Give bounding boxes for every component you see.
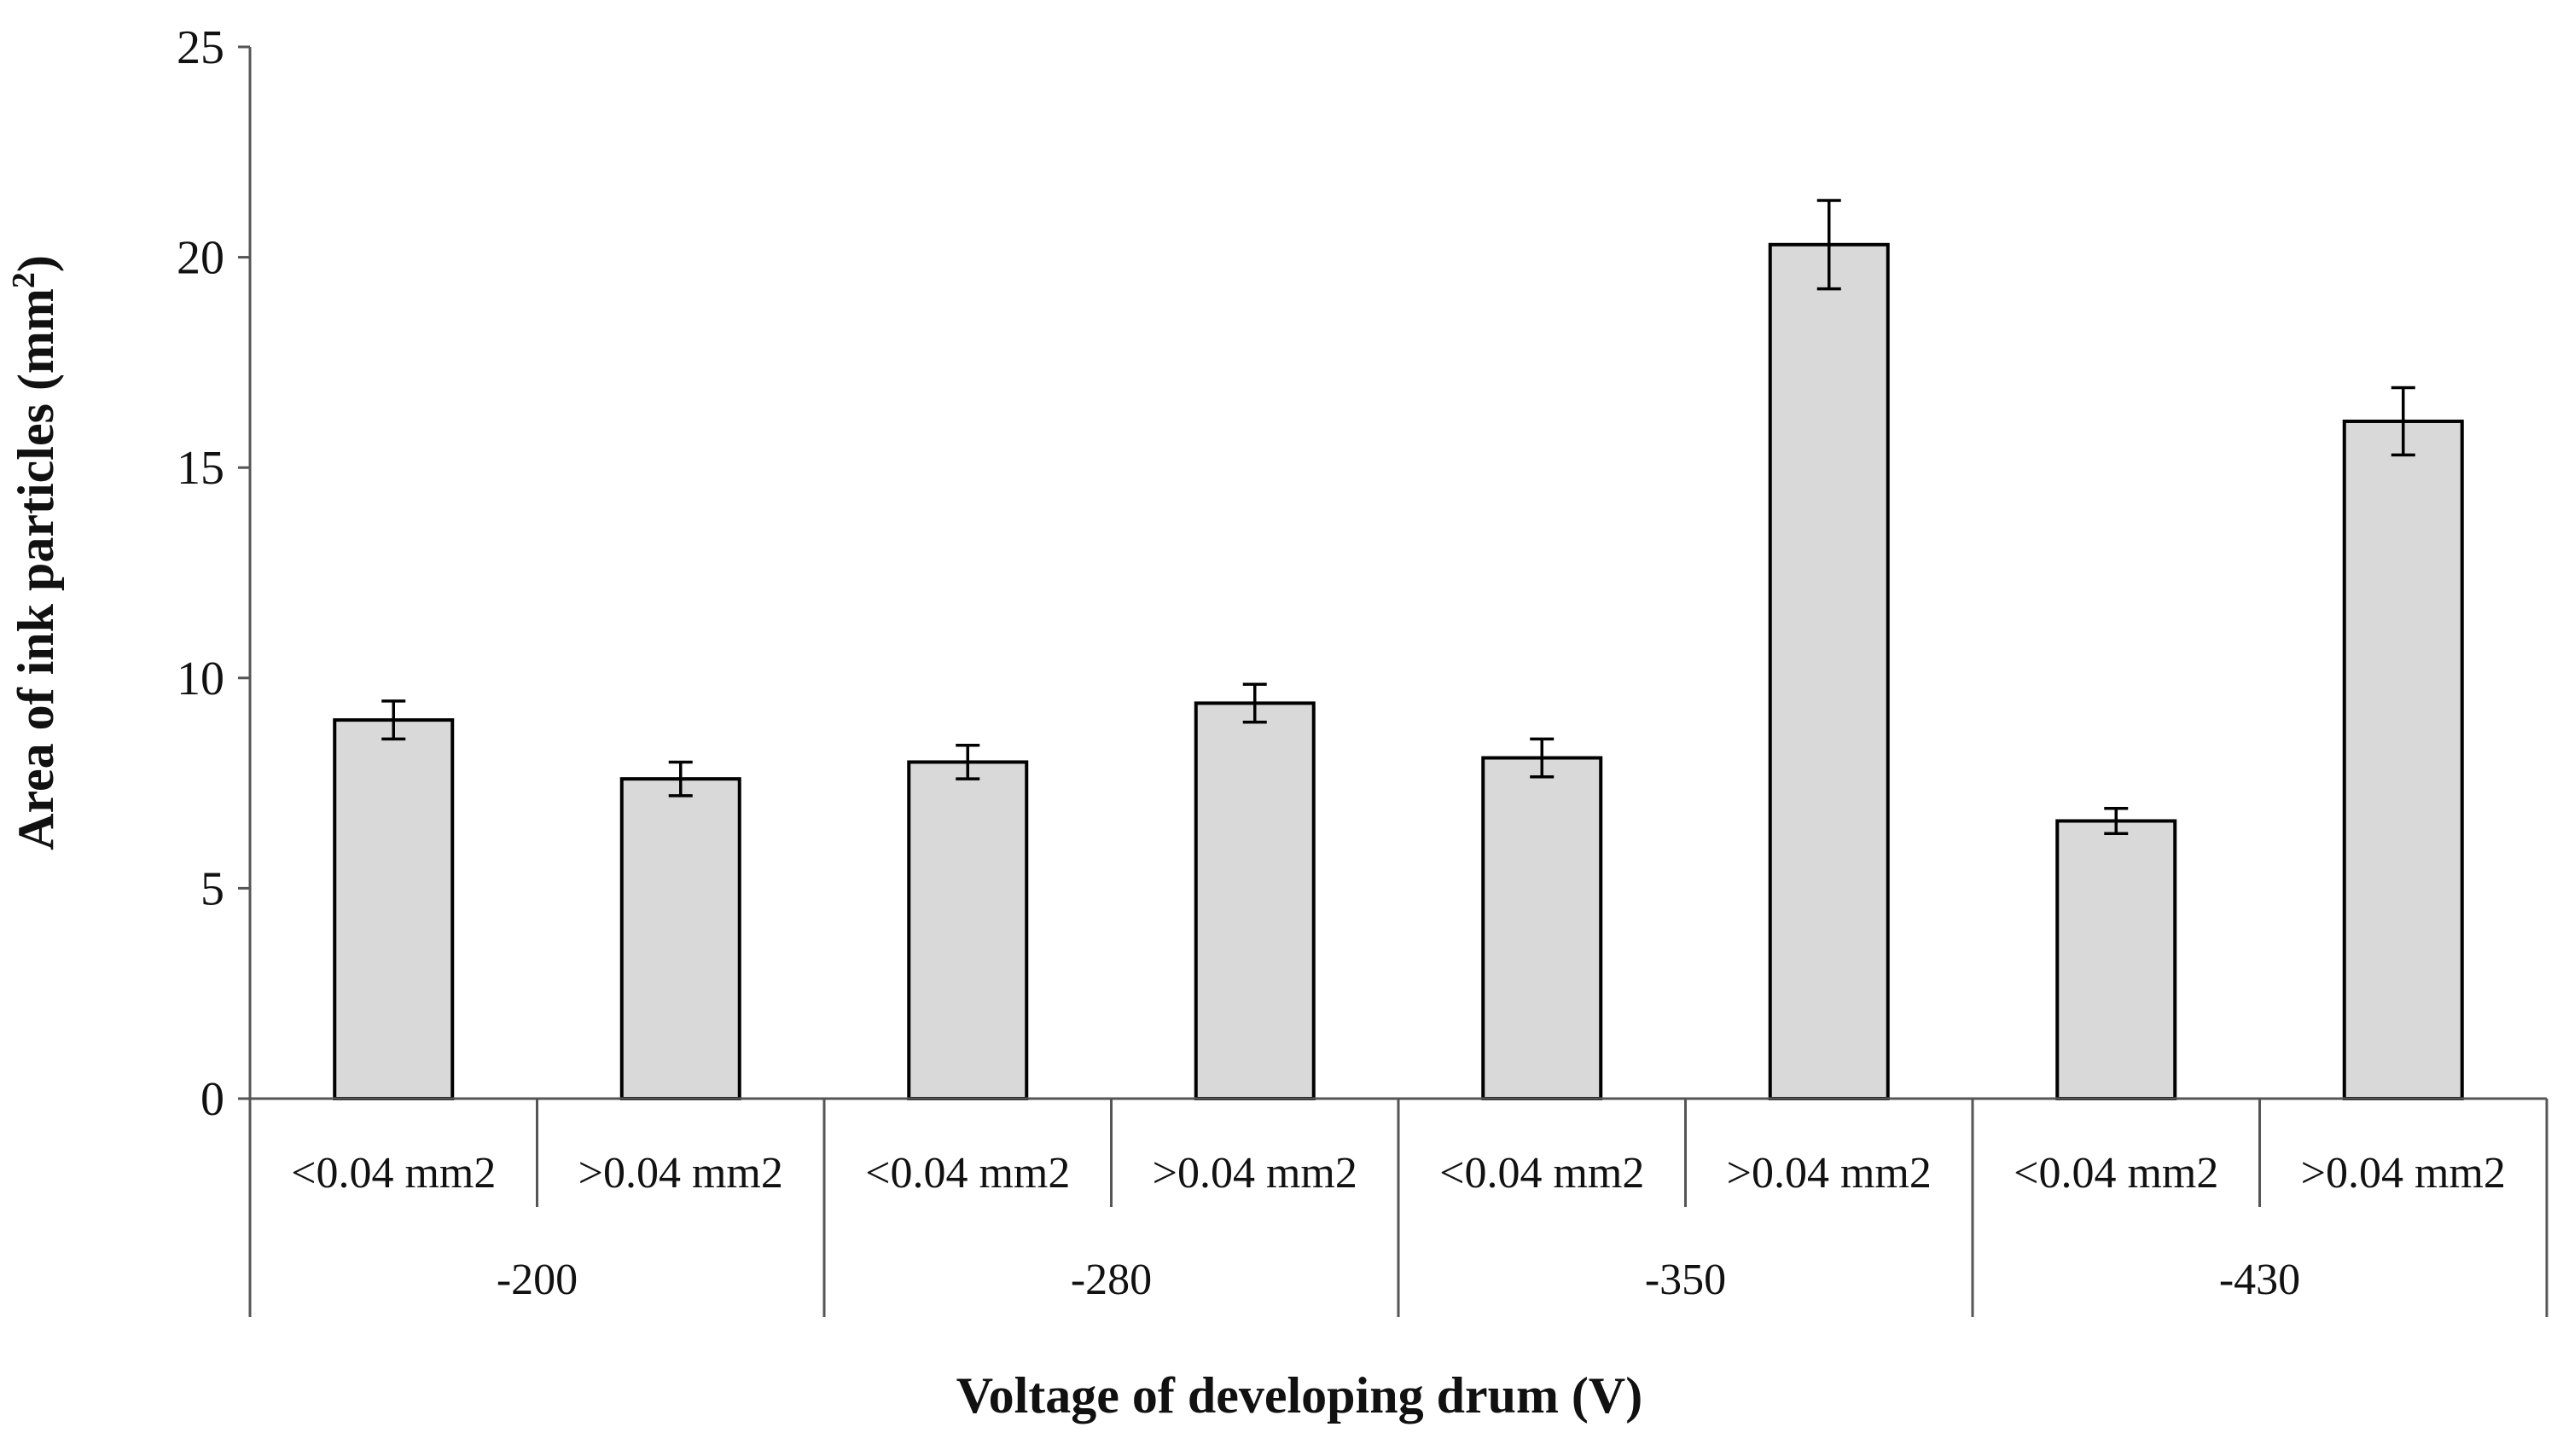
x-category-label: >0.04 mm2 — [1727, 1149, 1932, 1198]
bars — [333, 199, 2464, 1101]
x-group-label: -280 — [1071, 1256, 1152, 1304]
bar — [1481, 756, 1603, 1100]
y-axis: 0 5 10 15 20 25 — [177, 21, 252, 1317]
y-tick-label: 25 — [177, 21, 224, 74]
bar — [619, 777, 741, 1101]
x-category-label: >0.04 mm2 — [1153, 1149, 1357, 1198]
y-tick-label: 20 — [177, 232, 224, 285]
x-group-label: -200 — [497, 1256, 578, 1304]
bar — [1768, 242, 1890, 1100]
bar — [1194, 701, 1316, 1101]
x-group-label: -350 — [1645, 1256, 1726, 1304]
x-category-label: <0.04 mm2 — [1439, 1149, 1644, 1198]
bar — [907, 760, 1029, 1100]
y-axis-title: Area of ink particles (mm2) — [6, 255, 64, 850]
x-category-label: <0.04 mm2 — [291, 1149, 496, 1198]
bar — [333, 718, 455, 1100]
y-axis-title-main: Area of ink particles (mm — [8, 288, 64, 850]
x-category-label: <0.04 mm2 — [2014, 1149, 2218, 1198]
bar — [2342, 419, 2464, 1100]
y-tick-label: 5 — [200, 862, 224, 915]
y-axis-title-superscript: 2 — [6, 272, 42, 288]
y-axis-title-close: ) — [8, 255, 64, 272]
x-group-label: -430 — [2219, 1256, 2300, 1304]
x-category-label: >0.04 mm2 — [578, 1149, 783, 1198]
bar — [2055, 819, 2177, 1100]
x-category-label: >0.04 mm2 — [2301, 1149, 2506, 1198]
x-axis: <0.04 mm2 >0.04 mm2 <0.04 mm2 >0.04 mm2 <0.0… — [250, 1097, 2548, 1317]
y-tick-label: 10 — [177, 653, 224, 705]
x-category-label: <0.04 mm2 — [865, 1149, 1070, 1198]
x-axis-title: Voltage of developing drum (V) — [956, 1367, 1642, 1424]
y-tick-label: 0 — [200, 1073, 224, 1126]
y-tick-label: 15 — [177, 442, 224, 495]
